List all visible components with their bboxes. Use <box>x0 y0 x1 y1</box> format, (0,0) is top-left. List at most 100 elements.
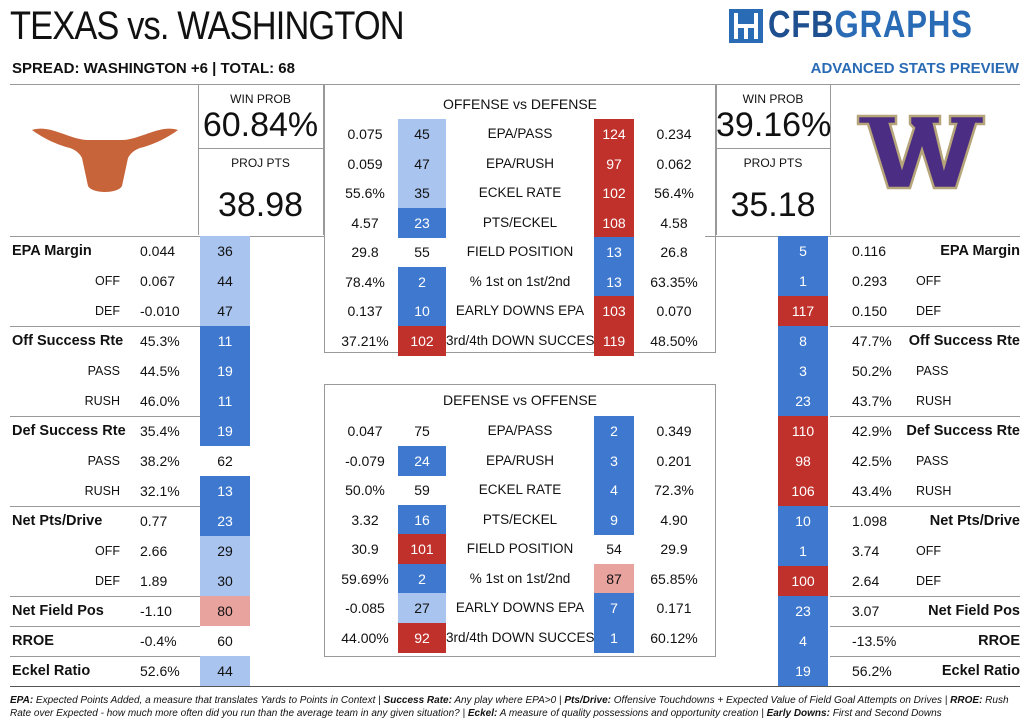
rank-badge: 19 <box>778 656 828 686</box>
right-rank-badge: 103 <box>594 296 634 326</box>
off-vs-def-title: OFFENSE vs DEFENSE <box>442 96 598 112</box>
left-value: 44.00% <box>341 629 389 646</box>
left-rank-badge: 59 <box>414 482 430 498</box>
stat-label: EPA Margin <box>12 243 92 259</box>
stat-value: 0.044 <box>140 243 176 259</box>
right-value: 65.85% <box>650 570 698 587</box>
footer-sr-text: Any play where EPA>0 | <box>451 695 565 706</box>
rank-badge: 98 <box>778 446 828 476</box>
left-rank-badge: 35 <box>398 178 446 208</box>
rank-badge: 100 <box>778 566 828 596</box>
left-rank-badge: 75 <box>414 423 430 439</box>
spread-line: SPREAD: WASHINGTON +6 | TOTAL: 68 <box>12 60 295 77</box>
stat-value: 38.2% <box>140 453 180 469</box>
uw-win-prob-label: WIN PROB <box>742 92 804 106</box>
stat-label: EPA Margin <box>940 243 1020 259</box>
right-value: 48.50% <box>650 332 698 349</box>
row-divider <box>10 596 200 597</box>
stat-label: Net Field Pos <box>928 603 1020 619</box>
def-vs-off-title: DEFENSE vs OFFENSE <box>442 392 598 408</box>
stat-label: PASS <box>87 364 120 378</box>
stat-label: OFF <box>95 544 120 558</box>
rank-badge: 10 <box>778 506 828 536</box>
left-rank-badge: 45 <box>398 119 446 149</box>
right-rank-badge: 4 <box>594 475 634 505</box>
page-title: TEXAS vs. WASHINGTON <box>10 4 405 48</box>
metric-label: EPA/RUSH <box>485 452 554 468</box>
left-value: 0.047 <box>347 423 383 439</box>
left-value: -0.079 <box>345 452 385 469</box>
row-divider <box>830 626 1020 627</box>
rank-badge: 44 <box>200 266 250 296</box>
metric-label: PTS/ECKEL <box>482 214 558 230</box>
stat-value: 3.07 <box>852 603 880 619</box>
rank-badge: 62 <box>217 453 233 469</box>
left-value: 0.137 <box>347 303 383 319</box>
metric-label: EPA/PASS <box>487 423 553 438</box>
footer-rroe-text: Rush Rate over Expected - how much more … <box>10 695 1009 719</box>
rank-badge: 80 <box>200 596 250 626</box>
metric-label: ECKEL RATE <box>478 185 562 200</box>
left-value: 0.059 <box>347 155 383 172</box>
stat-value: 47.7% <box>852 333 892 349</box>
right-rank-badge: 3 <box>594 445 634 476</box>
stat-label: Def Success Rte <box>12 423 126 439</box>
stat-value: 56.2% <box>852 663 892 679</box>
rank-badge: 13 <box>200 476 250 506</box>
uw-win-prob: 39.16% <box>716 106 832 144</box>
stat-label: Eckel Ratio <box>12 663 91 679</box>
row-divider <box>830 326 1020 327</box>
rank-badge: 1 <box>778 266 828 296</box>
row-divider <box>10 626 200 627</box>
stat-label: RROE <box>978 633 1020 649</box>
left-value: 59.69% <box>341 570 389 587</box>
stat-value: 0.293 <box>852 273 888 289</box>
stat-label: RUSH <box>916 394 952 408</box>
stat-label: PASS <box>87 454 120 468</box>
metric-label: EARLY DOWNS EPA <box>455 600 585 615</box>
rank-badge: 23 <box>778 386 828 416</box>
footer-ppd-text: Offensive Touchdowns + Expected Value of… <box>611 695 951 706</box>
metric-label: 3rd/4th DOWN SUCCESS <box>446 629 604 645</box>
left-value: 29.8 <box>351 244 379 260</box>
footer-eckel-key: Eckel: <box>467 708 498 719</box>
stat-value: -0.4% <box>140 633 177 649</box>
stadium-icon <box>729 9 763 43</box>
right-rank-badge: 13 <box>594 237 634 267</box>
metric-label: FIELD POSITION <box>466 244 574 259</box>
row-divider <box>830 656 1020 657</box>
stat-value: 0.77 <box>140 513 168 529</box>
texas-proj-pts-label: PROJ PTS <box>231 156 290 170</box>
stat-value: -0.010 <box>140 303 180 319</box>
stat-label: DEF <box>916 304 941 318</box>
stat-value: 1.89 <box>140 573 168 589</box>
metric-label: EPA/RUSH <box>485 155 554 171</box>
rank-badge: 23 <box>200 506 250 536</box>
stat-value: 42.9% <box>852 423 892 439</box>
left-value: 55.6% <box>345 185 385 201</box>
stat-label: Off Success Rte <box>908 333 1020 349</box>
left-value: 30.9 <box>351 541 379 557</box>
left-rank-badge: 23 <box>398 207 446 238</box>
stat-value: 3.74 <box>852 543 880 559</box>
stat-label: Off Success Rte <box>12 333 124 349</box>
stat-label: OFF <box>95 274 120 288</box>
rank-badge: 44 <box>200 656 250 686</box>
metric-label: FIELD POSITION <box>466 541 574 556</box>
stat-value: 42.5% <box>852 453 892 469</box>
right-value: 29.9 <box>660 541 688 557</box>
right-value: 4.90 <box>660 511 688 528</box>
right-value: 63.35% <box>650 273 698 290</box>
stat-label: RUSH <box>916 484 952 498</box>
left-rank-badge: 102 <box>398 325 446 356</box>
uw-proj-pts: 35.18 <box>730 186 816 224</box>
right-value: 0.171 <box>656 600 692 616</box>
right-rank-badge: 108 <box>594 207 634 238</box>
right-rank-badge: 119 <box>594 325 634 356</box>
rank-badge: 60 <box>217 633 233 649</box>
rank-badge: 19 <box>200 356 250 386</box>
right-rank-badge: 2 <box>594 416 634 446</box>
stat-label: DEF <box>916 574 941 588</box>
footer-ed-key: Early Downs: <box>766 708 830 719</box>
rank-badge: 29 <box>200 536 250 566</box>
